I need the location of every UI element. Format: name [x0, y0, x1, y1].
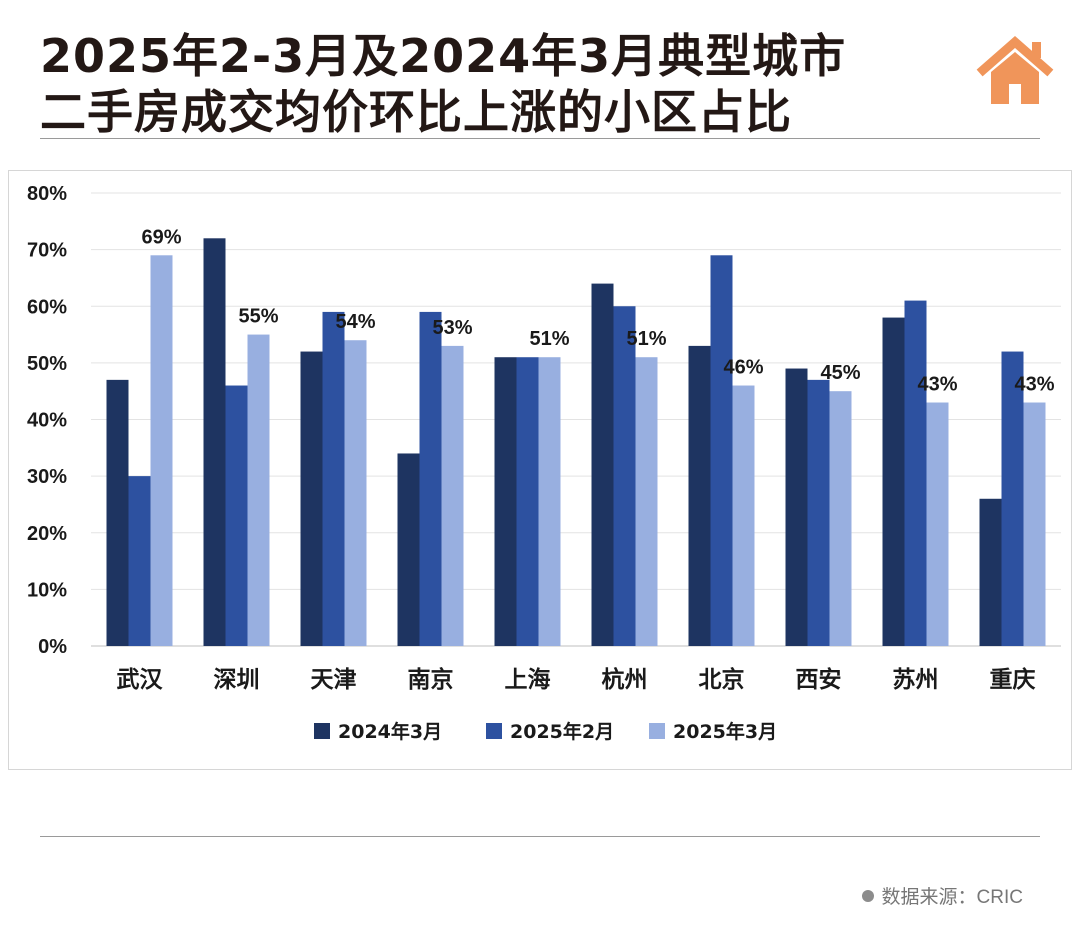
bar — [1001, 351, 1024, 646]
source-text: 数据来源：CRIC — [881, 887, 1023, 908]
x-tick-label: 上海 — [505, 666, 551, 693]
bar — [128, 476, 151, 646]
bar-chart: 0% 10% 20% 30% 40% 50% 60% 70% 80% 69% 武汉 55% 深圳 54% 天… — [27, 183, 1061, 743]
bar — [106, 379, 129, 646]
data-label: 53% — [432, 317, 472, 339]
x-tick-label: 南京 — [408, 666, 454, 693]
bar — [322, 311, 345, 646]
bar — [785, 368, 808, 646]
title-line-2: 二手房成交均价环比上涨的小区占比 — [40, 85, 792, 139]
y-tick-label: 30% — [27, 466, 67, 488]
y-tick-label: 50% — [27, 353, 67, 375]
data-label: 69% — [141, 226, 181, 248]
bar — [926, 402, 949, 646]
data-label: 45% — [820, 362, 860, 384]
bar — [732, 385, 755, 646]
bar — [419, 311, 442, 646]
x-tick-label: 杭州 — [602, 666, 648, 693]
data-label: 46% — [723, 357, 763, 379]
legend-swatch — [649, 723, 665, 739]
y-tick-label: 60% — [27, 296, 67, 318]
bar — [904, 300, 927, 646]
data-label: 54% — [335, 311, 375, 333]
bar — [591, 283, 614, 646]
x-tick-label: 北京 — [699, 666, 745, 693]
bar — [397, 453, 420, 646]
data-label: 51% — [529, 328, 569, 350]
x-tick-label: 重庆 — [990, 666, 1036, 693]
footer-divider — [40, 836, 1040, 837]
bar — [441, 345, 464, 646]
bar — [710, 255, 733, 646]
bar — [516, 357, 539, 646]
legend-swatch — [486, 723, 502, 739]
bar — [203, 238, 226, 647]
x-tick-label: 天津 — [311, 666, 357, 693]
bar — [300, 351, 323, 646]
y-tick-label: 40% — [27, 410, 67, 432]
bar — [344, 340, 367, 646]
legend-swatch — [314, 723, 330, 739]
legend-item: 2025年2月 — [486, 720, 614, 743]
y-tick-label: 20% — [27, 523, 67, 545]
x-tick-label: 武汉 — [117, 667, 164, 693]
x-tick-label: 深圳 — [214, 667, 260, 693]
y-tick-label: 0% — [38, 636, 67, 658]
legend-label: 2024年3月 — [338, 720, 442, 743]
bar — [1023, 402, 1046, 646]
house-icon — [976, 36, 1054, 104]
chart-area: 0% 10% 20% 30% 40% 50% 60% 70% 80% 69% 武汉 55% 深圳 54% 天… — [8, 170, 1072, 770]
data-label: 43% — [917, 374, 957, 396]
chart-title: 2025年2-3月及2024年3月典型城市 二手房成交均价环比上涨的小区占比 — [40, 28, 940, 140]
bullet-dot — [861, 889, 874, 902]
bar — [150, 255, 173, 646]
x-tick-label: 苏州 — [893, 667, 939, 693]
bar — [538, 357, 561, 646]
legend-label: 2025年3月 — [673, 720, 777, 743]
bar — [979, 498, 1002, 646]
legend-label: 2025年2月 — [510, 720, 614, 743]
data-label: 55% — [238, 306, 278, 328]
data-label: 43% — [1014, 374, 1054, 396]
bar — [247, 334, 270, 646]
bar — [688, 345, 711, 646]
bar — [494, 357, 517, 646]
bar — [635, 357, 658, 646]
bar — [882, 317, 905, 646]
bar — [807, 379, 830, 646]
y-tick-label: 10% — [27, 579, 67, 601]
y-tick-label: 70% — [27, 240, 67, 262]
title-line-1: 2025年2-3月及2024年3月典型城市 — [40, 29, 847, 83]
legend-item: 2024年3月 — [314, 720, 442, 743]
legend-item: 2025年3月 — [649, 720, 777, 743]
bar — [613, 306, 636, 646]
x-tick-label: 西安 — [796, 666, 842, 693]
title-divider — [40, 138, 1040, 139]
data-label: 51% — [626, 328, 666, 350]
y-tick-label: 80% — [27, 183, 67, 205]
bar — [829, 391, 852, 646]
source-note: 数据来源：CRIC — [861, 882, 1023, 909]
bar — [225, 385, 248, 646]
